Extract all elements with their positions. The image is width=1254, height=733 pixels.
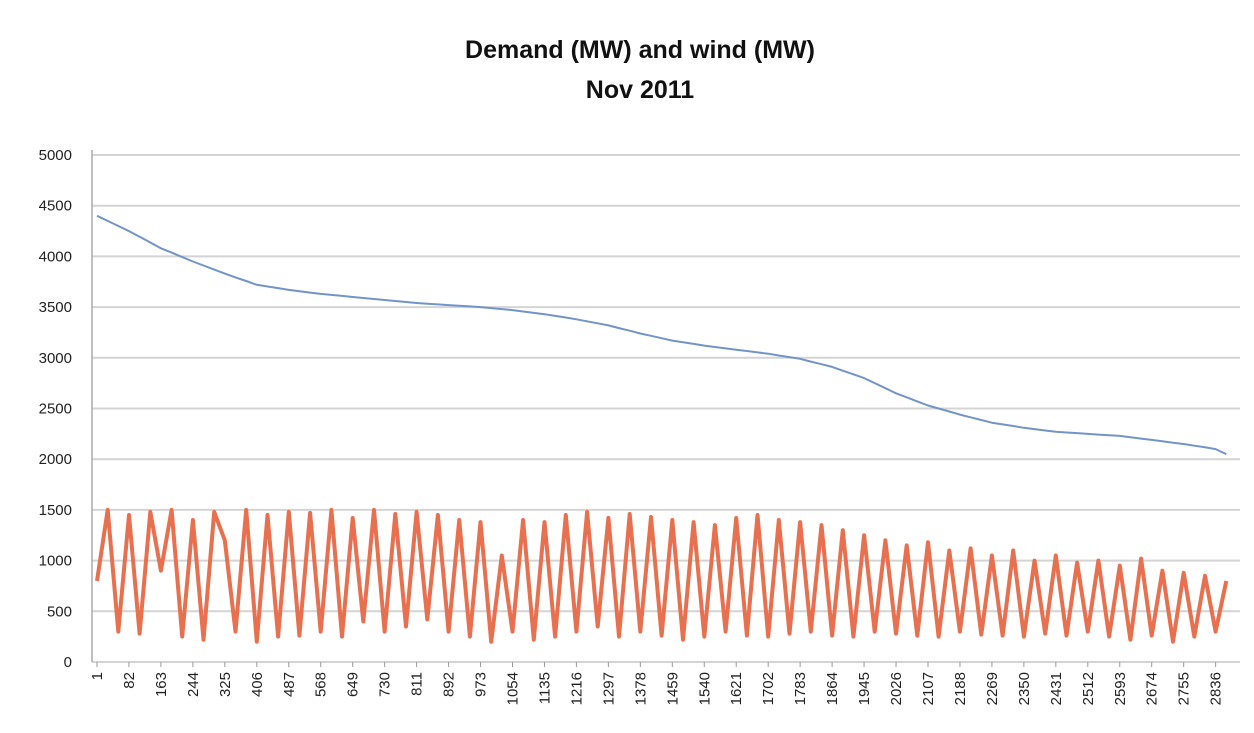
x-tick-label: 1945	[856, 672, 873, 705]
x-tick-label: 2350	[1016, 672, 1033, 705]
x-tick-label: 2836	[1208, 672, 1225, 705]
x-tick-label: 2026	[888, 672, 905, 705]
series-line	[95, 507, 1229, 644]
y-tick-label: 5000	[39, 147, 72, 164]
x-tick-label: 2593	[1112, 672, 1129, 705]
x-tick-label: 892	[441, 672, 458, 697]
x-tick-label: 649	[345, 672, 362, 697]
x-tick-label: 325	[217, 672, 234, 697]
y-tick-label: 1000	[39, 553, 72, 570]
y-tick-label: 500	[47, 603, 72, 620]
y-tick-label: 2000	[39, 451, 72, 468]
x-tick-label: 973	[473, 672, 490, 697]
x-tick-label: 2512	[1080, 672, 1097, 705]
y-tick-label: 3000	[39, 350, 72, 367]
chart-title: Demand (MW) and wind (MW)	[465, 36, 815, 64]
x-tick-label: 487	[281, 672, 298, 697]
x-tick-label: 1378	[632, 672, 649, 705]
x-tick-label: 244	[185, 672, 202, 697]
y-tick-label: 4500	[39, 198, 72, 215]
x-tick-label: 811	[409, 672, 426, 696]
series-line	[96, 214, 1227, 456]
y-tick-label: 3500	[39, 299, 72, 316]
chart-subtitle: Nov 2011	[586, 76, 695, 104]
x-tick-label: 1864	[824, 672, 841, 705]
x-tick-label: 163	[153, 672, 170, 697]
y-tick-label: 2500	[39, 401, 72, 418]
x-tick-label: 82	[121, 672, 138, 689]
y-tick-label: 0	[64, 654, 72, 671]
x-tick-label: 2431	[1048, 672, 1065, 705]
x-tick-label: 1216	[568, 672, 585, 705]
x-tick-label: 1540	[696, 672, 713, 705]
x-tick-label: 1702	[760, 672, 777, 705]
x-tick-label: 1135	[536, 672, 553, 704]
y-tick-label: 1500	[39, 502, 72, 519]
x-tick-label: 730	[377, 672, 394, 697]
x-tick-label: 406	[249, 672, 266, 697]
x-tick-label: 2107	[920, 672, 937, 705]
x-tick-label: 1054	[504, 672, 521, 705]
x-tick-label: 1621	[728, 672, 745, 705]
x-tick-label: 1783	[792, 672, 809, 705]
x-tick-label: 568	[313, 672, 330, 697]
x-tick-label: 2188	[952, 672, 969, 705]
x-tick-label: 2269	[984, 672, 1001, 705]
x-tick-label: 2755	[1176, 672, 1193, 705]
x-tick-label: 1	[89, 672, 106, 680]
x-tick-label: 1297	[600, 672, 617, 705]
x-tick-label: 1459	[664, 672, 681, 705]
x-tick-label: 2674	[1144, 672, 1161, 705]
y-tick-label: 4000	[39, 248, 72, 265]
